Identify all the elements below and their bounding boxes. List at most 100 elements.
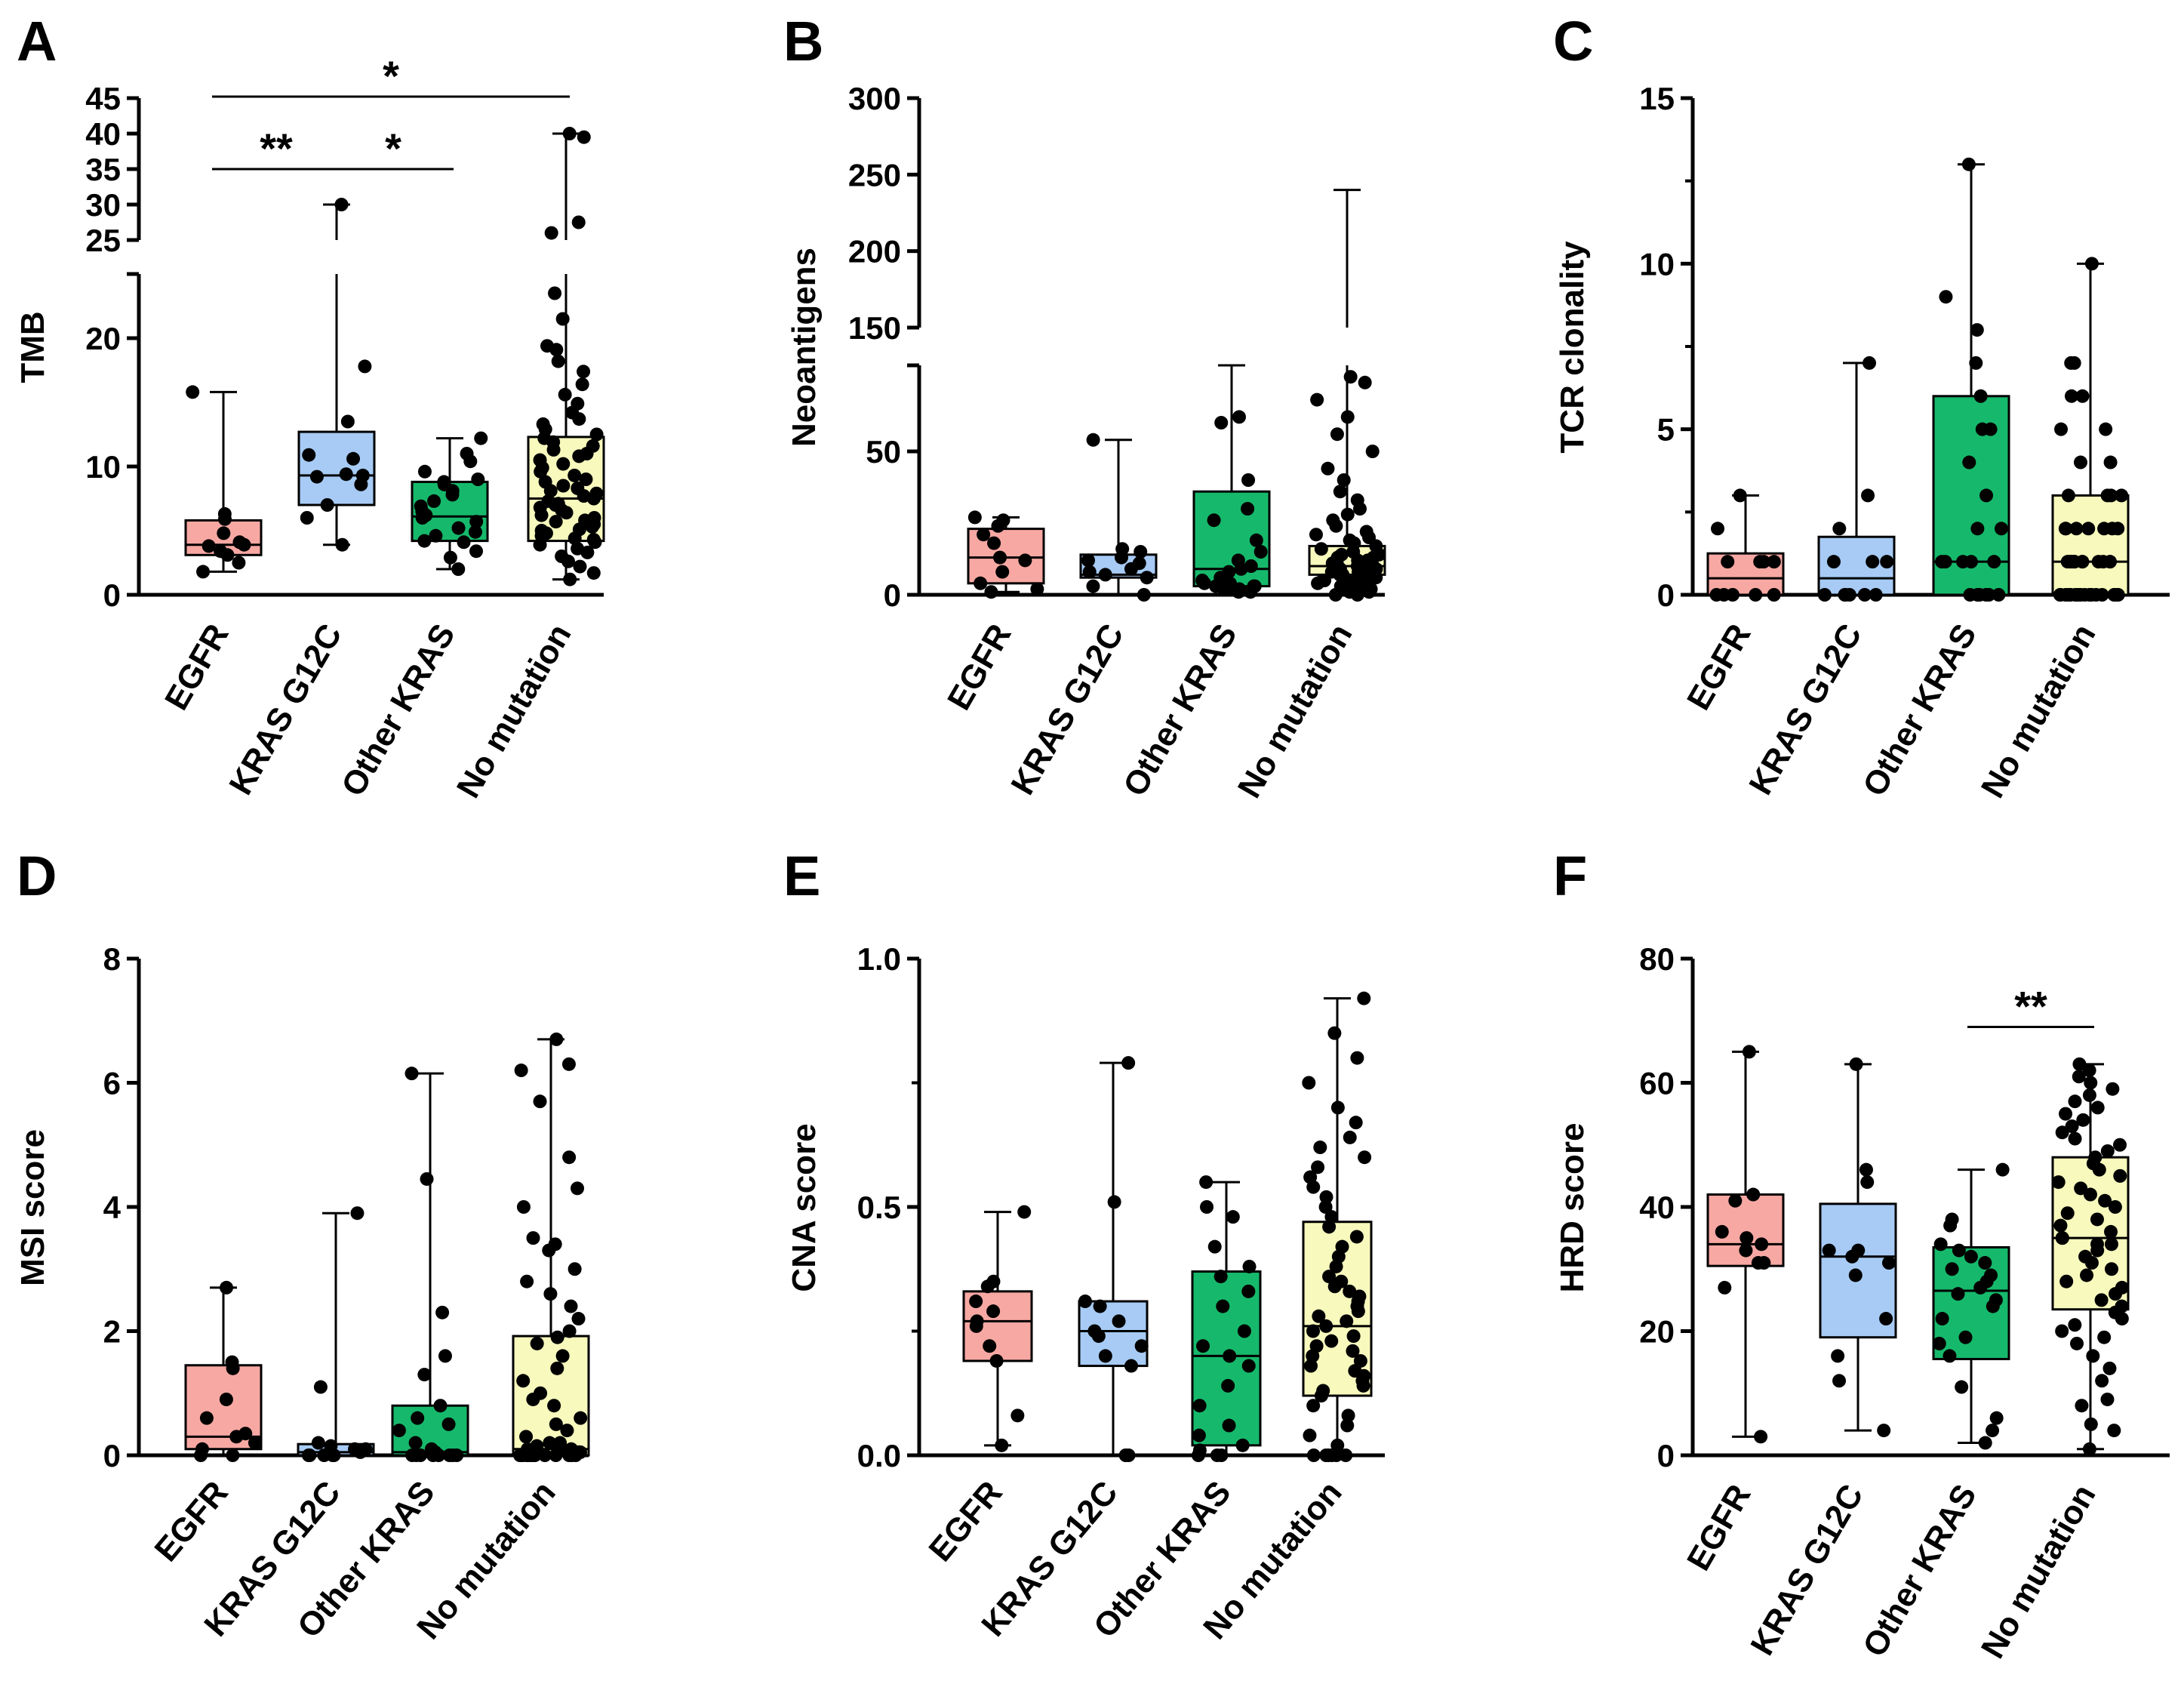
data-point — [1115, 542, 1130, 556]
y-tick-label: 0.5 — [857, 1190, 901, 1225]
data-point — [1214, 416, 1229, 429]
data-point — [1822, 1243, 1836, 1258]
data-point — [556, 457, 571, 471]
y-tick-label: 20 — [1639, 1314, 1675, 1350]
panel-letter: D — [17, 845, 57, 907]
x-category-label: EGFR — [1680, 1479, 1758, 1577]
data-point — [1767, 588, 1781, 602]
data-point — [355, 468, 370, 482]
data-point — [1343, 533, 1357, 547]
data-point — [562, 127, 577, 140]
data-point — [201, 539, 216, 553]
data-point — [1334, 547, 1349, 562]
data-point — [1757, 1256, 1771, 1270]
data-point — [1961, 157, 1976, 171]
data-point — [1945, 1262, 1959, 1276]
data-point — [1943, 1349, 1957, 1363]
data-point — [533, 453, 547, 467]
data-point — [1349, 1116, 1363, 1130]
data-point — [1857, 588, 1872, 602]
data-point — [1877, 1424, 1891, 1438]
data-point — [311, 1436, 325, 1450]
data-point — [2074, 1181, 2088, 1196]
data-point — [1879, 1312, 1893, 1326]
data-point — [324, 1439, 338, 1453]
data-point — [1935, 1312, 1949, 1326]
data-point — [553, 1436, 568, 1450]
data-point — [1935, 555, 1949, 569]
data-point — [1838, 588, 1852, 602]
y-tick-label: 5 — [1657, 412, 1675, 448]
data-point — [1986, 1424, 2000, 1438]
data-point — [1340, 1418, 1355, 1433]
data-point — [437, 475, 451, 489]
data-point — [1346, 1344, 1360, 1358]
data-point — [2055, 1231, 2069, 1245]
data-point — [1319, 1319, 1333, 1333]
data-point — [2084, 1417, 2098, 1431]
data-point — [1343, 1284, 1357, 1298]
y-tick-label: 0 — [1657, 1438, 1675, 1473]
data-point — [1210, 1448, 1224, 1462]
data-point — [1972, 588, 1986, 602]
y-tick-label: 0.0 — [857, 1438, 901, 1473]
data-point — [1849, 1057, 1863, 1071]
data-point — [1118, 1448, 1133, 1462]
data-point — [1982, 588, 1996, 602]
data-point — [2104, 488, 2118, 503]
data-point — [1310, 393, 1324, 407]
x-category-label: EGFR — [1680, 618, 1758, 716]
data-point — [1326, 513, 1340, 528]
data-point — [2080, 1268, 2094, 1282]
data-point — [1350, 493, 1364, 507]
x-category-label: EGFR — [158, 618, 236, 716]
data-point — [340, 414, 355, 429]
data-point — [573, 559, 587, 574]
data-point — [1365, 445, 1380, 458]
data-point — [1196, 1339, 1210, 1353]
data-point — [2081, 522, 2096, 536]
data-point — [2051, 1175, 2066, 1190]
data-point — [519, 1430, 534, 1444]
data-point — [1222, 565, 1236, 579]
data-point — [1348, 1364, 1362, 1378]
data-point — [1333, 485, 1347, 499]
data-point — [537, 1448, 552, 1462]
y-tick-label: 0 — [103, 1438, 121, 1473]
data-point — [348, 1442, 362, 1456]
data-point — [1241, 1284, 1256, 1298]
data-point — [1851, 1243, 1866, 1258]
data-point — [1302, 1076, 1316, 1090]
data-point — [219, 1392, 233, 1406]
y-axis-title: MSI score — [14, 1129, 51, 1286]
data-point — [1303, 1170, 1318, 1184]
data-point — [2104, 1262, 2118, 1276]
data-point — [2072, 1070, 2086, 1084]
data-point — [1087, 1324, 1102, 1338]
data-point — [589, 486, 604, 500]
data-point — [1214, 1270, 1228, 1284]
data-point — [1200, 1200, 1214, 1214]
data-point — [1078, 1295, 1092, 1309]
data-point — [1195, 574, 1210, 587]
data-point — [1979, 488, 1994, 503]
y-tick-label: 300 — [848, 81, 901, 116]
data-point — [1754, 1430, 1768, 1444]
data-point — [568, 468, 582, 482]
data-point — [1958, 1330, 1973, 1344]
data-point — [574, 1411, 588, 1425]
data-point — [1098, 568, 1112, 582]
data-point — [302, 1448, 316, 1462]
data-point — [1253, 545, 1268, 559]
x-category-label: EGFR — [940, 618, 1019, 716]
data-point — [1134, 1339, 1149, 1353]
y-tick-label: 45 — [85, 81, 121, 116]
data-point — [2103, 455, 2118, 469]
data-point — [564, 1299, 578, 1313]
data-point — [1306, 1448, 1321, 1462]
data-point — [548, 286, 562, 300]
